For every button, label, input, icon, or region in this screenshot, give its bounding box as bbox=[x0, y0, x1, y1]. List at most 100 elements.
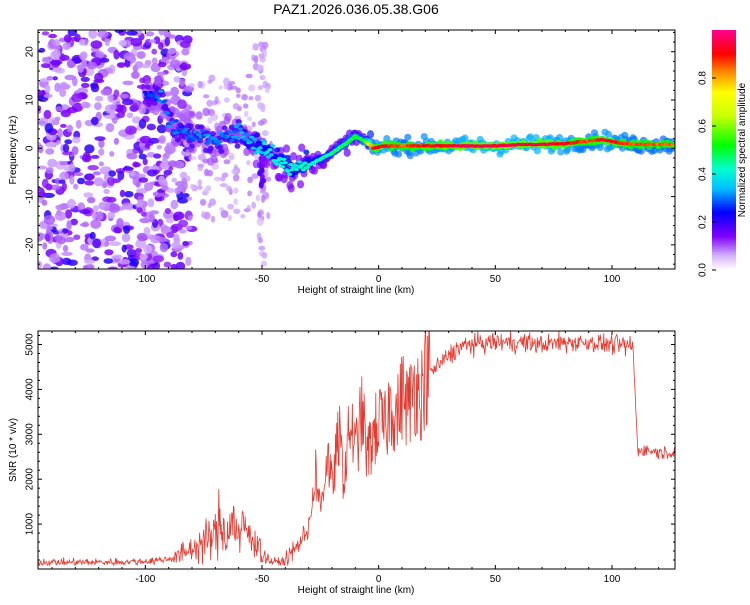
heatmap-cell bbox=[170, 86, 180, 97]
heatmap-cell bbox=[188, 110, 196, 119]
heatmap-cell bbox=[98, 148, 105, 156]
heatmap-cell bbox=[197, 137, 203, 141]
heatmap-cell bbox=[135, 247, 143, 254]
heatmap-cell bbox=[108, 170, 116, 177]
heatmap-cell bbox=[214, 176, 222, 182]
heatmap-cell bbox=[158, 135, 166, 144]
heatmap-cell bbox=[141, 211, 147, 217]
heatmap-cell bbox=[139, 135, 152, 144]
heatmap-cell bbox=[94, 136, 106, 142]
heatmap-cell bbox=[151, 48, 157, 55]
heatmap-cell bbox=[43, 215, 56, 225]
heatmap-cell bbox=[237, 127, 244, 131]
heatmap-cell bbox=[179, 40, 191, 49]
heatmap-cell bbox=[62, 245, 69, 252]
x-tick-label: 100 bbox=[604, 274, 621, 285]
heatmap-cell bbox=[66, 106, 78, 114]
heatmap-cell bbox=[258, 53, 265, 59]
snr-ticks: -100 -50 0 50 100 1000 2000 3000 4000 5000 bbox=[25, 331, 675, 585]
heatmap-cell bbox=[247, 176, 254, 183]
heatmap-cell bbox=[533, 147, 541, 155]
heatmap-cell bbox=[85, 248, 95, 253]
colorbar-tick-label: 0.6 bbox=[698, 119, 709, 133]
heatmap-cell bbox=[404, 133, 412, 141]
heatmap-cell bbox=[158, 89, 164, 93]
heatmap-cell bbox=[203, 94, 210, 99]
heatmap-cell bbox=[52, 49, 61, 59]
heatmap-cell bbox=[235, 93, 241, 98]
heatmap-cell bbox=[211, 113, 219, 121]
heatmap-cell bbox=[95, 95, 104, 102]
heatmap-cell bbox=[197, 185, 203, 191]
heatmap-cell bbox=[231, 168, 239, 175]
heatmap-cell bbox=[141, 64, 151, 69]
heatmap-cell bbox=[80, 101, 90, 109]
heatmap-cell bbox=[122, 80, 134, 86]
heatmap-cell bbox=[186, 196, 193, 201]
heatmap-cell bbox=[252, 159, 260, 169]
heatmap-cell bbox=[62, 143, 70, 153]
heatmap-cell bbox=[185, 256, 192, 266]
heatmap-cell bbox=[50, 60, 63, 66]
snr-y-label: SNR (10 * v/v) bbox=[8, 418, 19, 482]
heatmap-cell bbox=[259, 167, 265, 174]
heatmap-cell bbox=[261, 141, 267, 145]
colorbar-tick-label: 0.2 bbox=[698, 215, 709, 229]
heatmap-cell bbox=[67, 30, 78, 37]
heatmap-cell bbox=[264, 86, 270, 94]
heatmap-cell bbox=[54, 234, 63, 242]
heatmap-cell bbox=[263, 169, 269, 179]
heatmap-cell bbox=[126, 153, 138, 160]
heatmap-cell bbox=[293, 167, 300, 171]
x-tick-label: -50 bbox=[255, 274, 270, 285]
heatmap-cell bbox=[38, 165, 47, 170]
heatmap-cell bbox=[260, 138, 266, 142]
heatmap-cell bbox=[178, 219, 189, 228]
heatmap-cell bbox=[98, 139, 105, 149]
heatmap-cell bbox=[156, 71, 166, 76]
heatmap-cell bbox=[179, 78, 186, 87]
heatmap-cell bbox=[80, 243, 89, 251]
heatmap-cell bbox=[79, 52, 87, 61]
heatmap-cell bbox=[41, 199, 48, 206]
heatmap-cell bbox=[526, 133, 534, 141]
heatmap-cell bbox=[210, 131, 216, 137]
heatmap-cell bbox=[136, 207, 143, 214]
heatmap-cell bbox=[146, 123, 156, 131]
heatmap-cell bbox=[55, 106, 63, 112]
heatmap-cell bbox=[204, 141, 210, 145]
heatmap-cell bbox=[256, 217, 264, 226]
heatmap-cell bbox=[157, 237, 168, 242]
heatmap-cell bbox=[245, 73, 253, 79]
heatmap-cell bbox=[90, 40, 103, 49]
heatmap-cell bbox=[135, 238, 147, 249]
heatmap-cell bbox=[40, 63, 51, 69]
heatmap-cell bbox=[254, 132, 261, 138]
heatmap-cell bbox=[274, 147, 281, 153]
heatmap-cell bbox=[166, 232, 175, 238]
heatmap-cell bbox=[214, 96, 219, 104]
heatmap-cell bbox=[182, 193, 190, 198]
heatmap-cell bbox=[42, 263, 52, 269]
heatmap-cell bbox=[109, 203, 120, 214]
heatmap-cell bbox=[304, 156, 311, 162]
heatmap-cell bbox=[230, 135, 237, 139]
heatmap-cell bbox=[190, 183, 195, 189]
heatmap-cell bbox=[236, 122, 242, 126]
heatmap-cell bbox=[437, 139, 444, 145]
heatmap-cell bbox=[278, 161, 284, 165]
heatmap-cell bbox=[164, 208, 172, 214]
heatmap-cell bbox=[244, 110, 249, 117]
heatmap-cell bbox=[61, 182, 67, 192]
heatmap-cell bbox=[152, 255, 165, 263]
heatmap-cell bbox=[118, 39, 128, 47]
heatmap-cell bbox=[75, 119, 82, 129]
heatmap-cell bbox=[61, 151, 73, 156]
heatmap-cell bbox=[233, 198, 239, 206]
heatmap-cell bbox=[254, 152, 259, 161]
heatmap-cell bbox=[233, 138, 240, 144]
heatmap-cell bbox=[45, 233, 51, 242]
heatmap-cell bbox=[145, 31, 155, 37]
